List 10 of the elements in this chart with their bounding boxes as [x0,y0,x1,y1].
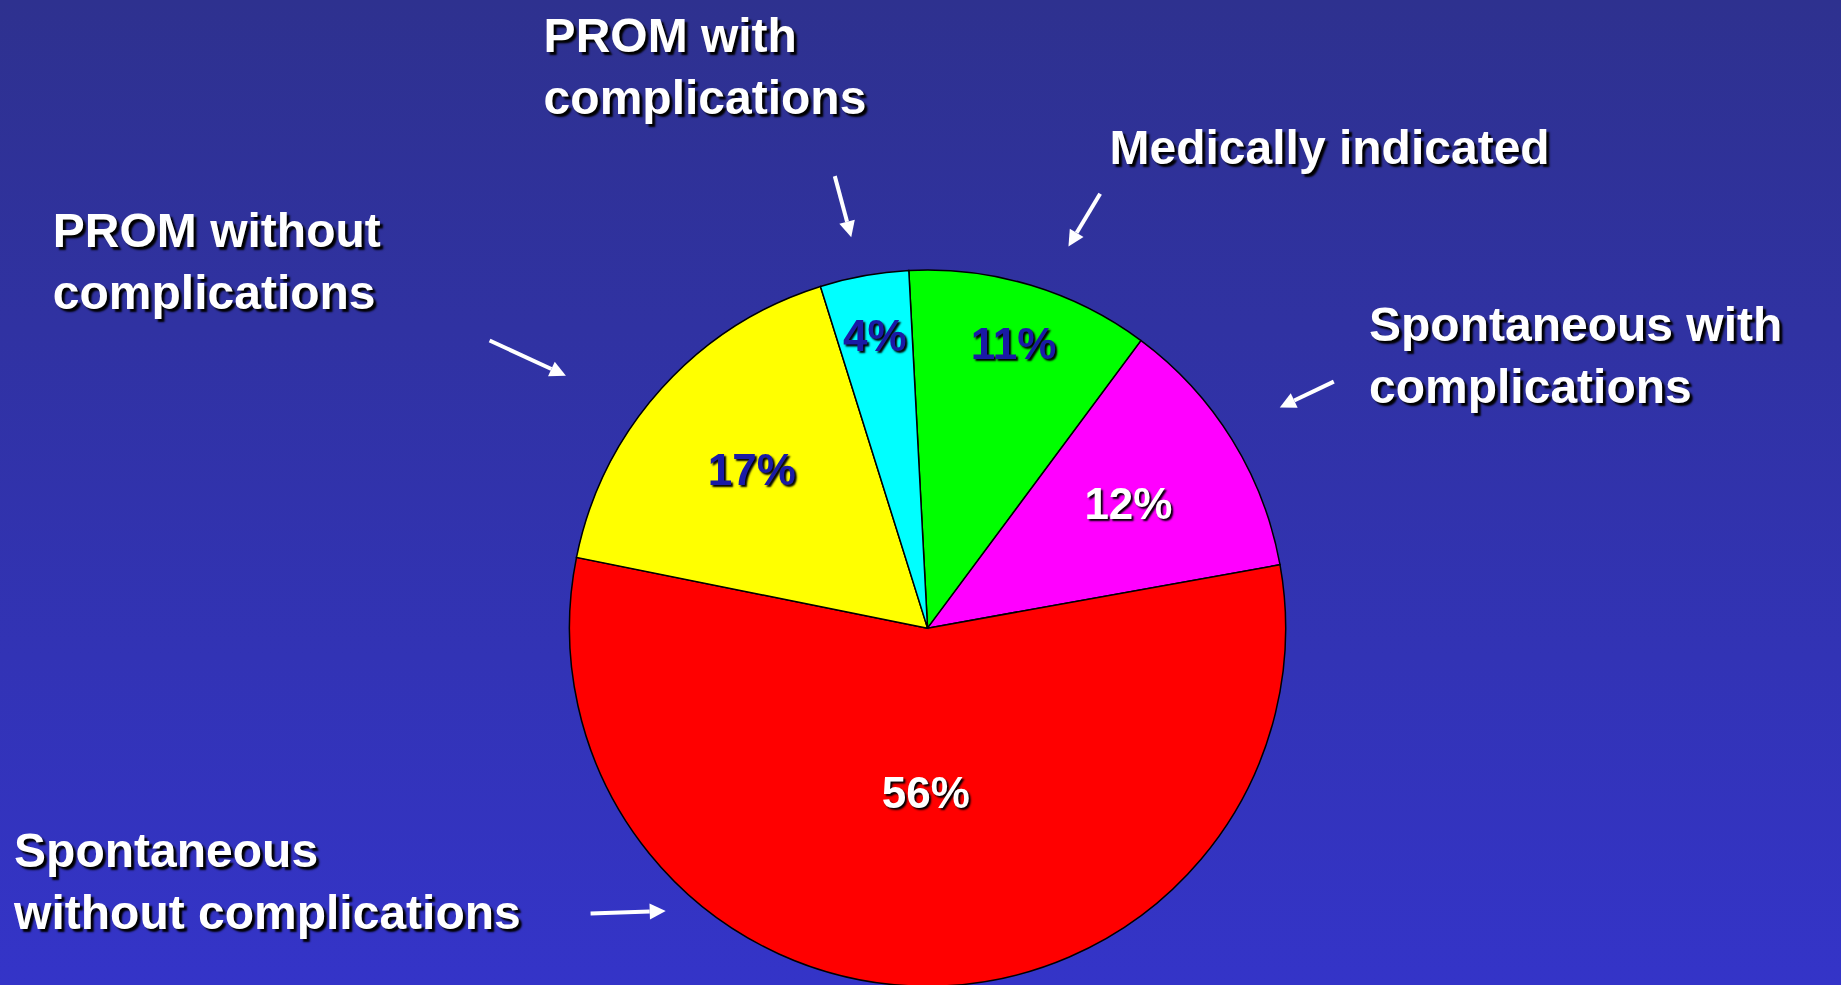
data-label: 56% [881,768,970,818]
slice-label: Medically indicated [1109,120,1550,177]
data-label: 12% [1084,479,1173,529]
data-label: 4% [843,311,907,361]
data-label: 17% [707,445,796,495]
data-label: 11% [970,319,1057,369]
slice-label: Spontaneous with complications [1369,296,1783,415]
slice-label: Spontaneous without complications [14,822,521,941]
slice-label: PROM without complications [52,202,381,321]
slice-label: PROM with complications [543,7,867,126]
